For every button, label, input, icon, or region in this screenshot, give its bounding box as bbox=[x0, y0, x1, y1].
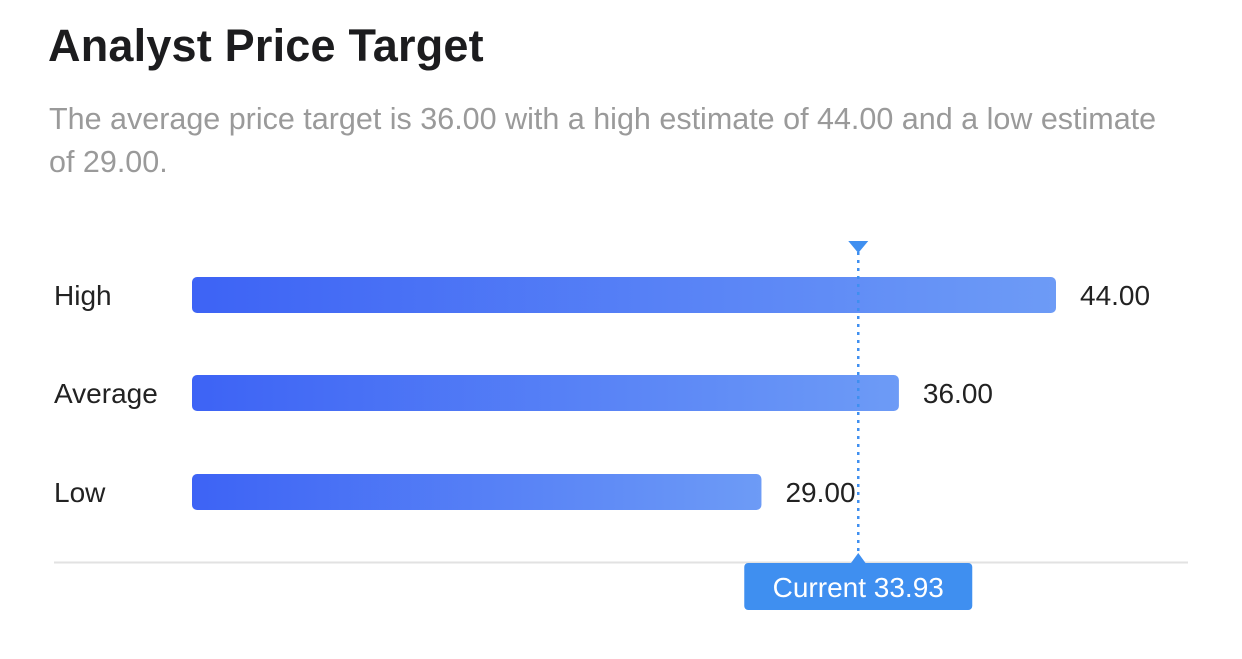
page-title: Analyst Price Target bbox=[48, 20, 484, 71]
value-label-high: 44.00 bbox=[1080, 280, 1150, 311]
chart-description: The average price target is 36.00 with a… bbox=[49, 102, 1157, 179]
bar-low bbox=[192, 474, 762, 510]
row-label-average: Average bbox=[54, 378, 158, 409]
row-label-low: Low bbox=[54, 477, 106, 508]
current-marker-pointer bbox=[850, 553, 867, 564]
current-price-label: Current 33.93 bbox=[773, 572, 944, 603]
current-marker-top-triangle bbox=[848, 241, 869, 253]
current-price-badge bbox=[744, 563, 973, 610]
bar-average bbox=[192, 375, 899, 411]
value-label-average: 36.00 bbox=[923, 378, 993, 409]
row-label-high: High bbox=[54, 280, 112, 311]
bar-high bbox=[192, 277, 1056, 313]
value-label-low: 29.00 bbox=[785, 477, 855, 508]
